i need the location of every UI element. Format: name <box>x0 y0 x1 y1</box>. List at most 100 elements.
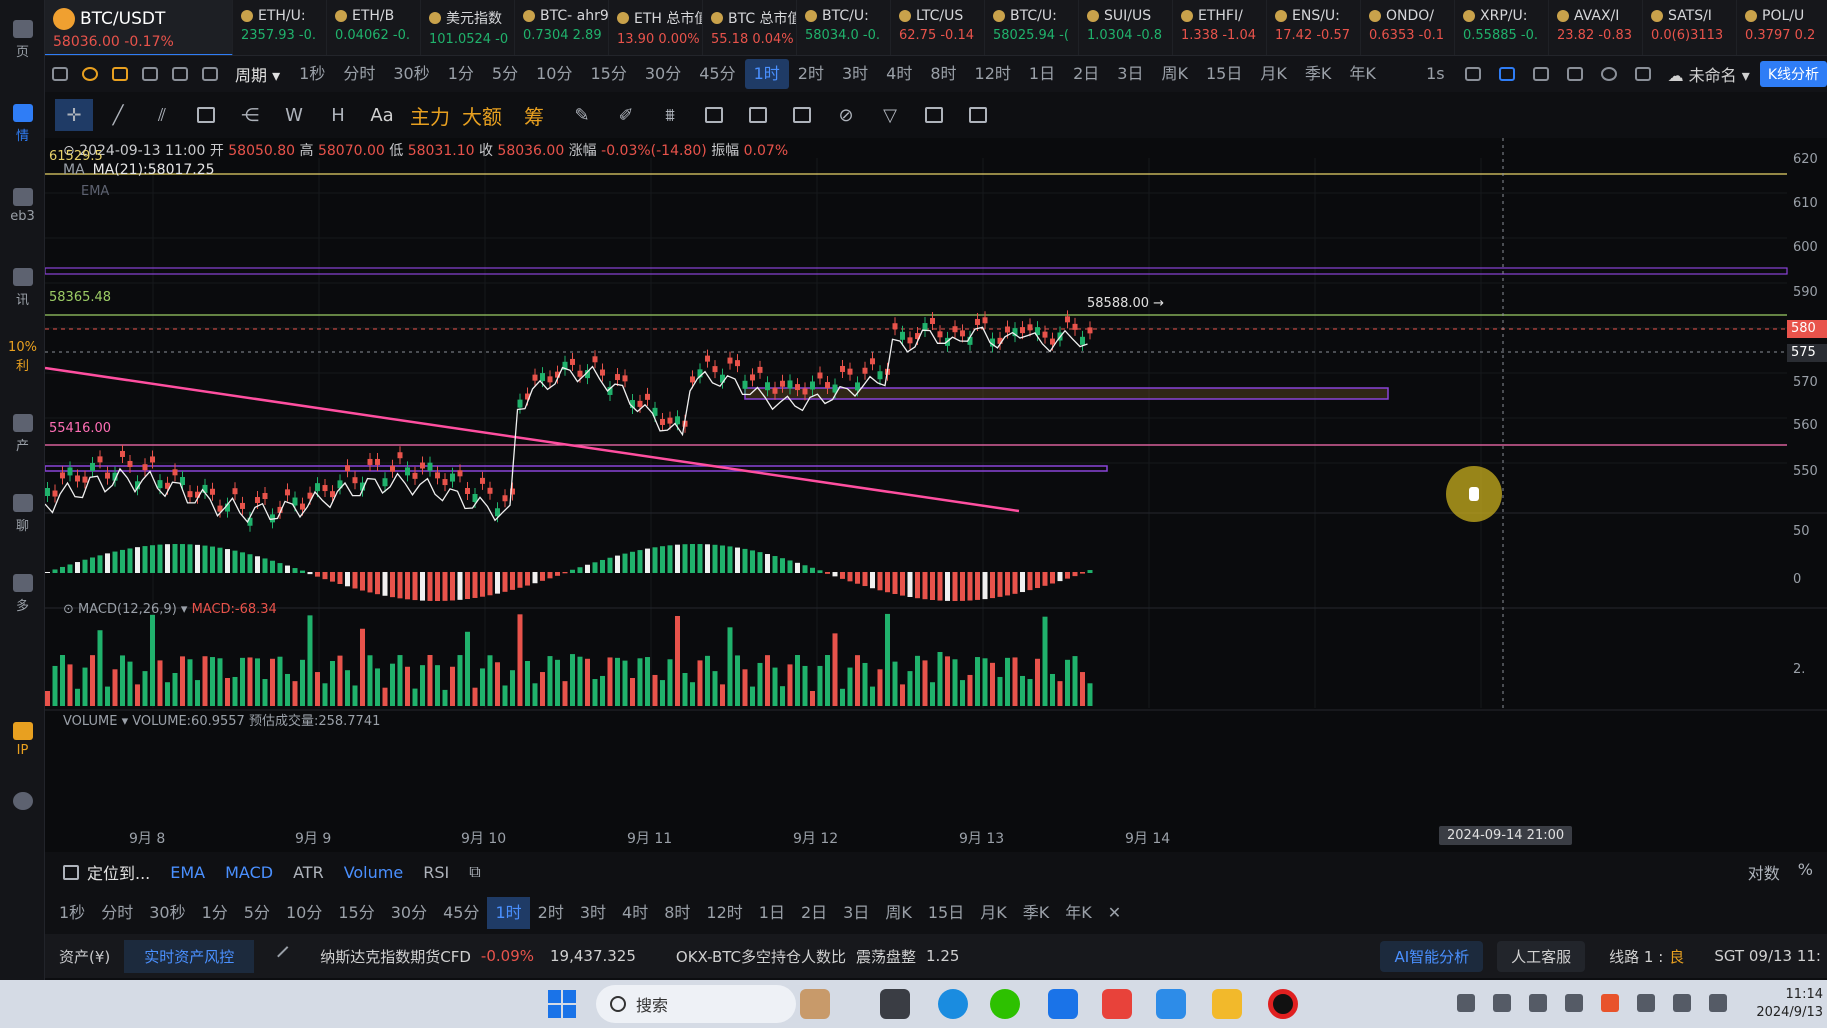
top-timeframe-tab[interactable]: 1时 <box>744 59 789 89</box>
filter-tool[interactable]: ▽ <box>871 99 909 131</box>
ticker-12[interactable]: ENS/U: 17.42 -0.57 <box>1267 0 1361 55</box>
bottom-timeframe-tab[interactable]: 周K <box>885 903 912 922</box>
fork-tool[interactable]: ⋲ <box>231 99 269 131</box>
window-button[interactable] <box>1526 59 1556 89</box>
battery-icon[interactable] <box>1709 994 1727 1012</box>
ma-legend[interactable]: MA MA(21):58017.25 <box>63 162 215 178</box>
indicator-macd[interactable]: MACD <box>225 862 274 882</box>
bottom-timeframe-tab[interactable]: 1时 <box>487 897 530 929</box>
top-timeframe-tab[interactable]: 月K <box>1260 64 1287 83</box>
macd-legend[interactable]: ⊙ MACD(12,26,9) ▾ MACD:-68.34 <box>63 602 277 617</box>
top-timeframe-tab[interactable]: 8时 <box>930 64 957 83</box>
ticker-13[interactable]: ONDO/0.6353 -0.1 <box>1361 0 1455 55</box>
top-timeframe-tab[interactable]: 30秒 <box>393 64 430 83</box>
sidebar-item-more[interactable]: 多 <box>0 574 45 614</box>
line-tool[interactable]: ╱ <box>99 99 137 131</box>
ticker-4[interactable]: BTC- ahr99 0.7304 2.89 <box>515 0 609 55</box>
chevron-up-icon[interactable] <box>1457 994 1475 1012</box>
top-timeframe-tab[interactable]: 2日 <box>1073 64 1100 83</box>
ticker-7[interactable]: BTC/U: 58034.0 -0. <box>797 0 891 55</box>
top-timeframe-tab[interactable]: 45分 <box>699 64 736 83</box>
ticker-3[interactable]: 美元指数 101.0524 -0 <box>421 0 515 55</box>
locate-button[interactable]: 定位到... <box>63 860 150 884</box>
bottom-timeframe-tab[interactable]: 1分 <box>201 903 228 922</box>
ticker-9[interactable]: BTC/U: 58025.94 -( <box>985 0 1079 55</box>
screenshot-button[interactable] <box>1458 59 1488 89</box>
indicator-volume[interactable]: Volume <box>343 862 404 882</box>
chart-type-button[interactable] <box>45 59 75 89</box>
indicator-button[interactable] <box>75 59 105 89</box>
volume-legend[interactable]: VOLUME ▾ VOLUME:60.9557 预估成交量:258.7741 <box>63 714 381 729</box>
sidebar-item-vip[interactable]: IP <box>0 722 45 758</box>
bottom-timeframe-tab[interactable]: 8时 <box>664 903 691 922</box>
chip-tool[interactable]: 筹 <box>524 104 544 129</box>
bottom-timeframe-tab[interactable]: 3日 <box>843 903 870 922</box>
period-dropdown[interactable]: 周期 ▾ <box>235 66 281 85</box>
main-force-tool[interactable]: 主力 <box>410 104 450 129</box>
bottom-timeframe-tab[interactable]: 2时 <box>537 903 564 922</box>
settings-button[interactable] <box>1594 59 1624 89</box>
rectangle-tool[interactable] <box>187 99 225 131</box>
ime-icon[interactable] <box>1565 994 1583 1012</box>
range-tool[interactable]: H <box>319 99 357 131</box>
big-order-tool[interactable]: 大额 <box>462 104 502 129</box>
indicator-rsi[interactable]: RSI <box>423 862 450 882</box>
chart-area[interactable]: ⊙ 2024-09-13 11:00 开 58050.80 高 58070.00… <box>45 138 1827 852</box>
photos-icon[interactable] <box>1156 989 1186 1019</box>
wps-icon[interactable] <box>1102 989 1132 1019</box>
bottom-timeframe-tab[interactable]: 1日 <box>758 903 785 922</box>
volume-icon[interactable] <box>1673 994 1691 1012</box>
top-timeframe-tab[interactable]: 10分 <box>536 64 573 83</box>
top-timeframe-tab[interactable]: 15分 <box>590 64 627 83</box>
cloud-icon[interactable] <box>1493 994 1511 1012</box>
bottom-timeframe-tab[interactable]: 2日 <box>800 903 828 922</box>
bottom-timeframe-tab[interactable]: 12时 <box>706 903 743 922</box>
fullscreen-button[interactable] <box>1628 59 1658 89</box>
bottom-timeframe-tab[interactable]: 月K <box>980 903 1007 922</box>
top-timeframe-tab[interactable]: 周K <box>1161 64 1188 83</box>
copy-tool[interactable] <box>739 99 777 131</box>
top-timeframe-tab[interactable]: 3日 <box>1117 64 1144 83</box>
taskbar-clock[interactable]: 11:14 2024/9/13 <box>1756 987 1823 1020</box>
ticker-2[interactable]: ETH/B 0.04062 -0. <box>327 0 421 55</box>
edit-tool[interactable] <box>783 99 821 131</box>
bottom-timeframe-tab[interactable]: 分时 <box>101 903 134 922</box>
eraser-tool[interactable]: ✐ <box>607 99 645 131</box>
log-scale-toggle[interactable]: 对数 <box>1747 864 1780 883</box>
bottom-timeframe-tab[interactable]: 5分 <box>243 903 270 922</box>
app-tray-icon[interactable] <box>1601 994 1619 1012</box>
top-timeframe-tab[interactable]: 1日 <box>1028 64 1056 83</box>
signal-button[interactable] <box>105 59 135 89</box>
layout-button[interactable] <box>165 59 195 89</box>
sidebar-item-assets[interactable]: 产 <box>0 414 45 454</box>
delete-tool[interactable] <box>959 99 997 131</box>
bottom-timeframe-tab[interactable]: 季K <box>1022 903 1050 922</box>
ticker-6[interactable]: BTC 总市值 55.18 0.04% <box>703 0 797 55</box>
draw-toggle-button[interactable] <box>1492 59 1522 89</box>
top-timeframe-tab[interactable]: 1秒 <box>299 64 326 83</box>
bottom-timeframe-tab[interactable]: 3时 <box>579 903 607 922</box>
connection-line[interactable]: 线路 1 :良 <box>1609 947 1685 966</box>
bottom-timeframe-tab[interactable]: 45分 <box>443 903 480 922</box>
bottom-timeframe-tab[interactable]: 年K <box>1065 903 1092 922</box>
hide-tool[interactable] <box>915 99 953 131</box>
record-icon[interactable] <box>1268 989 1298 1019</box>
wave-tool[interactable]: W <box>275 99 313 131</box>
edit-icon[interactable] <box>277 946 298 966</box>
sidebar-item-profit[interactable]: 10% 利 <box>8 340 37 374</box>
bottom-timeframe-tab[interactable]: 10分 <box>285 903 323 922</box>
sidebar-item-home[interactable]: 页 <box>0 20 45 60</box>
top-timeframe-tab[interactable]: 15日 <box>1205 64 1243 83</box>
top-timeframe-tab[interactable]: 30分 <box>644 64 682 83</box>
sidebar-item-news[interactable]: 讯 <box>0 268 45 308</box>
bottom-timeframe-tab[interactable]: 30分 <box>390 903 428 922</box>
top-timeframe-tab[interactable]: 分时 <box>343 64 376 83</box>
start-button[interactable] <box>548 990 576 1018</box>
measure-tool[interactable]: ⩩ <box>651 99 689 131</box>
rewind-button[interactable] <box>195 59 225 89</box>
taskbar-app-widget[interactable] <box>800 989 830 1019</box>
folder-icon[interactable] <box>1212 989 1242 1019</box>
quote-name[interactable]: 纳斯达克指数期货CFD <box>320 947 471 966</box>
parallel-tool[interactable]: ⫽ <box>143 99 181 131</box>
edit-indicators-icon[interactable]: ⧉ <box>469 862 481 881</box>
